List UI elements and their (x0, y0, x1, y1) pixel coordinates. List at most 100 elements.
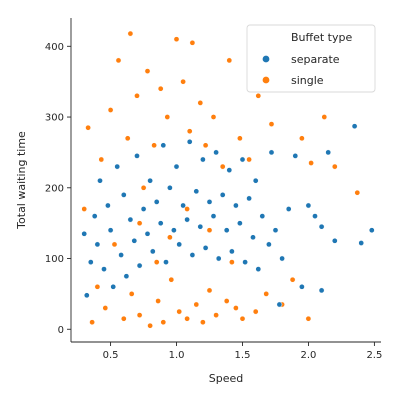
point-separate-6 (101, 266, 107, 272)
point-single-11 (128, 291, 135, 297)
point-separate-64 (318, 223, 325, 230)
point-single-0 (81, 206, 88, 212)
point-separate-57 (272, 227, 279, 234)
point-separate-41 (215, 255, 222, 262)
points-layer (81, 30, 375, 329)
point-separate-31 (184, 216, 190, 223)
point-single-13 (136, 312, 143, 318)
point-separate-26 (167, 184, 173, 191)
point-separate-66 (331, 237, 338, 244)
point-separate-63 (312, 213, 318, 219)
point-single-34 (210, 114, 217, 120)
point-separate-9 (110, 283, 117, 290)
legend-box (246, 24, 376, 93)
point-single-43 (252, 308, 259, 315)
point-separate-3 (91, 213, 98, 219)
point-separate-67 (351, 123, 358, 130)
point-separate-27 (171, 227, 177, 234)
point-single-31 (200, 319, 206, 326)
point-separate-23 (157, 220, 164, 227)
x-tick-label: 0.5 (103, 350, 119, 361)
point-single-2 (89, 319, 95, 326)
legend-label-single: single (291, 74, 324, 87)
point-separate-14 (127, 216, 134, 223)
point-separate-21 (149, 248, 156, 255)
point-single-39 (233, 305, 239, 311)
y-tick-label: 0 (58, 325, 64, 336)
point-separate-8 (107, 227, 114, 234)
point-separate-61 (299, 283, 305, 290)
point-single-51 (308, 160, 314, 166)
point-single-52 (321, 114, 328, 120)
point-single-15 (144, 68, 151, 74)
point-separate-58 (279, 255, 285, 262)
point-single-56 (184, 206, 190, 212)
point-single-40 (237, 135, 243, 142)
point-single-16 (147, 322, 153, 329)
point-separate-28 (173, 163, 180, 170)
point-separate-1 (83, 292, 90, 299)
point-separate-34 (193, 188, 200, 195)
point-separate-56 (268, 149, 275, 156)
y-tick-label: 300 (45, 113, 64, 124)
y-ticks: 0 100 200 300 400 (45, 42, 71, 336)
point-separate-32 (186, 138, 193, 145)
point-single-28 (189, 39, 196, 46)
point-single-36 (219, 163, 226, 170)
point-separate-16 (134, 153, 140, 159)
legend: Buffet type separate single (246, 24, 376, 93)
x-tick-label: 1.5 (235, 350, 251, 361)
point-separate-42 (219, 192, 226, 198)
point-separate-53 (255, 266, 262, 272)
point-separate-29 (176, 241, 183, 248)
point-separate-2 (87, 259, 94, 265)
point-single-61 (229, 259, 235, 265)
point-single-33 (206, 287, 213, 294)
point-separate-30 (180, 202, 186, 209)
point-single-25 (180, 78, 186, 85)
point-single-44 (255, 92, 262, 99)
point-separate-33 (189, 252, 196, 258)
legend-label-separate: separate (291, 53, 340, 66)
point-separate-38 (206, 199, 213, 205)
point-separate-70 (276, 301, 283, 308)
point-single-42 (246, 156, 252, 163)
point-separate-39 (210, 213, 217, 219)
point-single-37 (223, 298, 230, 304)
point-separate-20 (147, 177, 153, 184)
point-single-5 (102, 305, 109, 311)
point-separate-12 (120, 192, 127, 198)
point-single-18 (155, 298, 161, 304)
point-separate-71 (318, 287, 325, 294)
point-separate-35 (197, 223, 204, 230)
point-separate-68 (358, 240, 365, 246)
point-separate-11 (118, 252, 124, 258)
point-separate-5 (97, 177, 103, 184)
point-single-59 (206, 227, 213, 234)
point-separate-22 (153, 199, 160, 205)
point-separate-13 (123, 273, 130, 280)
point-separate-10 (114, 163, 121, 170)
x-axis-title: Speed (209, 372, 243, 385)
point-single-23 (173, 36, 180, 43)
point-separate-37 (202, 245, 209, 251)
point-single-54 (354, 189, 361, 196)
point-single-8 (115, 57, 122, 64)
point-single-4 (98, 156, 105, 163)
point-single-9 (120, 315, 127, 322)
point-separate-62 (305, 202, 312, 209)
point-single-12 (134, 92, 140, 99)
point-single-55 (127, 30, 134, 37)
point-separate-54 (259, 213, 266, 219)
point-single-50 (305, 315, 312, 322)
point-single-49 (299, 135, 305, 142)
point-separate-69 (368, 227, 375, 234)
point-single-46 (268, 121, 275, 127)
legend-marker-single (261, 75, 271, 85)
point-single-7 (111, 241, 118, 248)
point-separate-19 (144, 230, 151, 237)
point-separate-47 (237, 220, 243, 227)
point-separate-40 (213, 149, 219, 156)
point-single-20 (160, 319, 167, 326)
point-separate-7 (105, 202, 111, 209)
